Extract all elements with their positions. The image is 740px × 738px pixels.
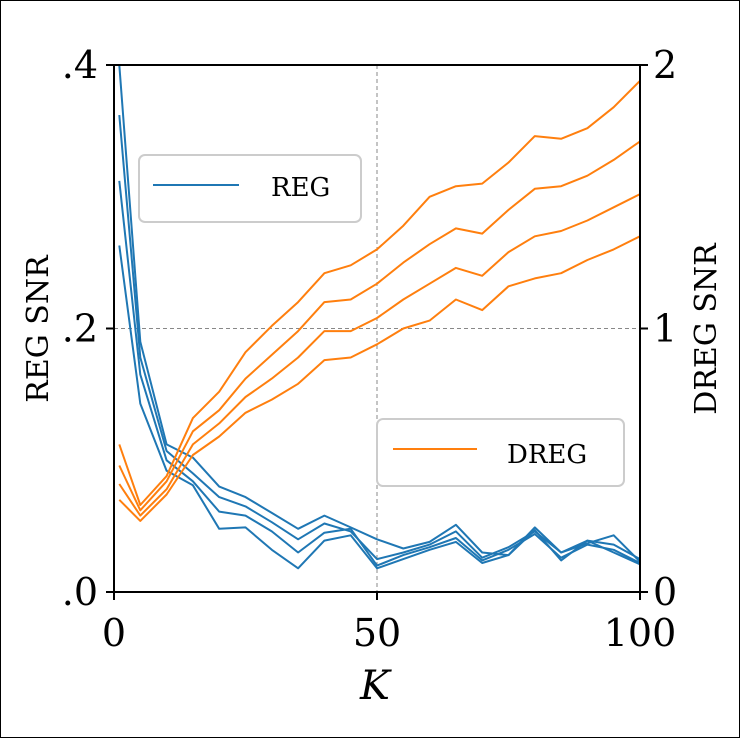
series-line-reg-0: [118, 64, 641, 563]
x-tick-label: 100: [604, 611, 677, 655]
y-axis-left-label: REG SNR: [21, 254, 56, 403]
legend-dreg-box: [376, 418, 625, 487]
series-line-dreg-7: [118, 235, 641, 522]
y-axis-right-label: DREG SNR: [689, 242, 724, 415]
x-tick-label: 50: [353, 611, 401, 655]
ticks: 0 50 100 .0 .2 .4 0 1 2: [62, 43, 677, 655]
y-left-tick-label: .2: [62, 307, 98, 351]
grid-lines: [114, 65, 640, 592]
legend-reg-box: [138, 154, 362, 223]
x-tick-label: 0: [102, 611, 126, 655]
y-right-tick-label: 1: [653, 307, 677, 351]
y-left-tick-label: .0: [62, 570, 98, 614]
series-line-dreg-5: [118, 140, 641, 512]
y-right-tick-label: 0: [653, 570, 677, 614]
legend-dreg-label: DREG: [507, 440, 587, 470]
series-line-reg-3: [118, 245, 641, 570]
legend-dreg: DREG: [376, 418, 625, 487]
x-axis-label: K: [359, 663, 392, 709]
legend-reg-label: REG: [271, 173, 330, 203]
y-left-tick-label: .4: [62, 43, 98, 87]
series-lines: [118, 64, 641, 570]
legend-reg: REG: [138, 154, 362, 223]
series-line-dreg-6: [118, 193, 641, 517]
series-line-reg-1: [118, 115, 641, 561]
series-line-reg-2: [118, 180, 641, 567]
series-line-dreg-4: [118, 80, 641, 506]
y-right-tick-label: 2: [653, 43, 677, 87]
